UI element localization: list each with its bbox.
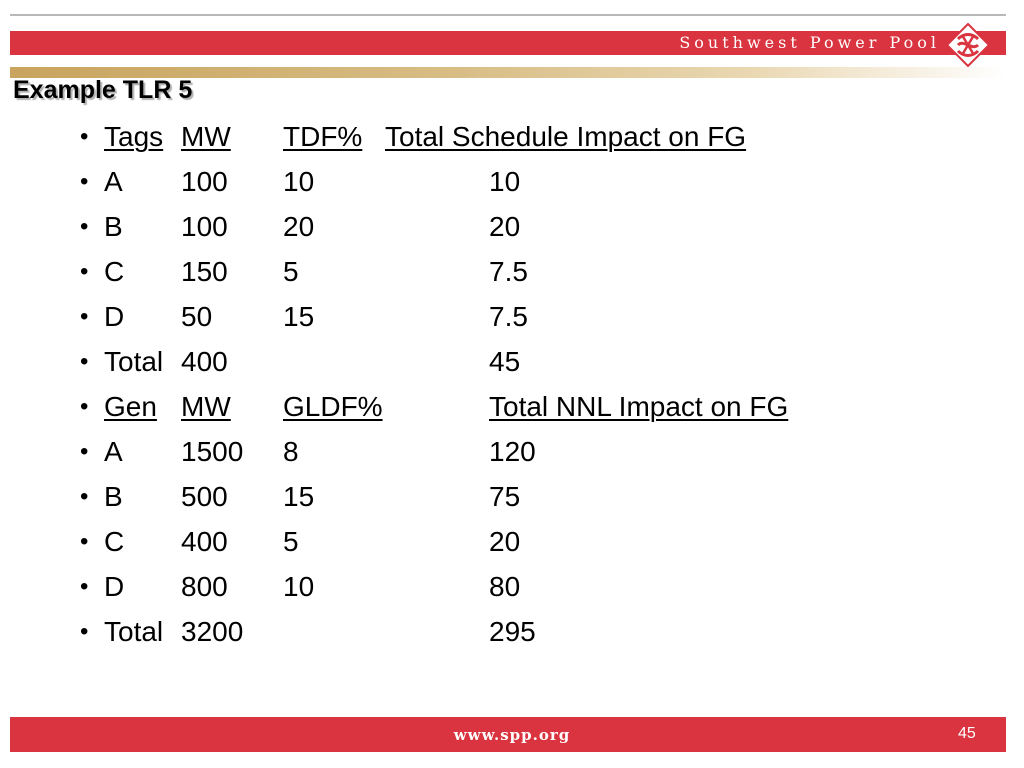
list-item-total: • Total 3200 295 <box>0 609 1024 654</box>
cell-gldf: 5 <box>283 526 299 557</box>
top-rule <box>10 14 1006 16</box>
col-mw-header: MW <box>181 121 231 152</box>
list-item-tags-header: • Tags MW TDF% Total Schedule Impact on … <box>0 114 1024 159</box>
list-item-total: • Total 400 45 <box>0 339 1024 384</box>
cell-mw: 150 <box>181 256 228 287</box>
data-list: • Tags MW TDF% Total Schedule Impact on … <box>0 114 1024 654</box>
list-item: • D 800 10 80 <box>0 564 1024 609</box>
cell-tdf: 10 <box>283 166 315 197</box>
cell-impact: 10 <box>489 166 521 197</box>
col-schedule-impact-header: Total Schedule Impact on FG <box>385 121 747 152</box>
cell-total-mw: 3200 <box>181 616 244 647</box>
bullet: • <box>80 213 89 240</box>
cell-mw: 500 <box>181 481 228 512</box>
cell-impact: 7.5 <box>489 256 528 287</box>
page-number: 45 <box>958 725 976 742</box>
footer-band <box>10 717 1006 752</box>
cell-mw: 100 <box>181 166 228 197</box>
bullet: • <box>80 483 89 510</box>
cell-tag: A <box>104 166 123 197</box>
col-tags-header: Tags <box>104 121 164 152</box>
list-item: • A 1500 8 120 <box>0 429 1024 474</box>
col-nnl-impact-header: Total NNL Impact on FG <box>489 391 789 422</box>
bullet: • <box>80 393 89 420</box>
bullet: • <box>80 123 89 150</box>
col-mw-header: MW <box>181 391 231 422</box>
cell-total-label: Total <box>104 616 164 647</box>
cell-total-impact: 295 <box>489 616 536 647</box>
col-gldf-header: GLDF% <box>283 391 383 422</box>
cell-impact: 20 <box>489 526 521 557</box>
list-item: • D 50 15 7.5 <box>0 294 1024 339</box>
cell-impact: 80 <box>489 571 521 602</box>
cell-gen: A <box>104 436 123 467</box>
cell-mw: 50 <box>181 301 213 332</box>
brand-name: Southwest Power Pool <box>679 33 940 52</box>
list-item: • C 400 5 20 <box>0 519 1024 564</box>
cell-gen: D <box>104 571 125 602</box>
bullet: • <box>80 618 89 645</box>
cell-impact: 120 <box>489 436 536 467</box>
list-item-gen-header: • Gen MW GLDF% Total NNL Impact on FG <box>0 384 1024 429</box>
list-item: • A 100 10 10 <box>0 159 1024 204</box>
cell-tdf: 20 <box>283 211 315 242</box>
col-tdf-header: TDF% <box>283 121 363 152</box>
list-item: • B 500 15 75 <box>0 474 1024 519</box>
cell-gldf: 10 <box>283 571 315 602</box>
cell-mw: 1500 <box>181 436 244 467</box>
list-item: • C 150 5 7.5 <box>0 249 1024 294</box>
spp-knot-logo-icon <box>946 23 990 67</box>
cell-impact: 7.5 <box>489 301 528 332</box>
cell-impact: 75 <box>489 481 521 512</box>
col-gen-header: Gen <box>104 391 157 422</box>
bullet: • <box>80 573 89 600</box>
header-band <box>10 31 1006 55</box>
bullet: • <box>80 303 89 330</box>
cell-tdf: 5 <box>283 256 299 287</box>
cell-tag: B <box>104 211 123 242</box>
slide-title: Example TLR 5 <box>13 76 193 104</box>
cell-gen: B <box>104 481 123 512</box>
cell-total-label: Total <box>104 346 164 377</box>
cell-mw: 100 <box>181 211 228 242</box>
cell-mw: 400 <box>181 526 228 557</box>
cell-tdf: 15 <box>283 301 315 332</box>
list-item: • B 100 20 20 <box>0 204 1024 249</box>
cell-impact: 20 <box>489 211 521 242</box>
cell-gldf: 8 <box>283 436 299 467</box>
cell-tag: D <box>104 301 125 332</box>
cell-tag: C <box>104 256 125 287</box>
bullet: • <box>80 348 89 375</box>
gold-gradient-bar <box>10 67 1006 78</box>
cell-total-impact: 45 <box>489 346 521 377</box>
cell-gldf: 15 <box>283 481 315 512</box>
bullet: • <box>80 438 89 465</box>
cell-mw: 800 <box>181 571 228 602</box>
cell-total-mw: 400 <box>181 346 228 377</box>
cell-gen: C <box>104 526 125 557</box>
bullet: • <box>80 258 89 285</box>
bullet: • <box>80 168 89 195</box>
footer-url: www.spp.org <box>453 726 571 744</box>
bullet: • <box>80 528 89 555</box>
